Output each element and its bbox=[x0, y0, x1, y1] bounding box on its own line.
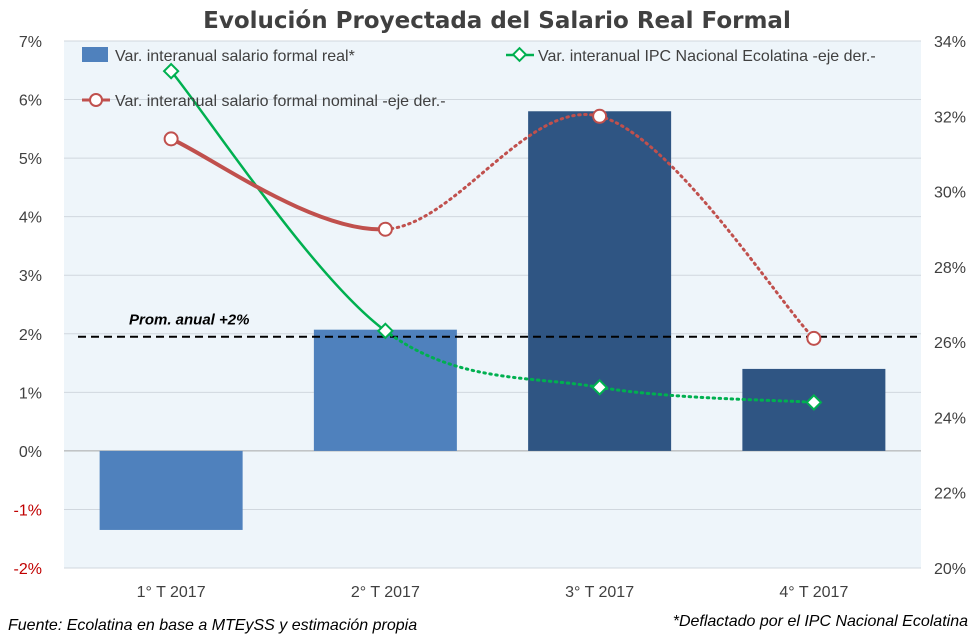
legend: Var. interanual salario formal real* Var.… bbox=[82, 46, 876, 110]
nominal-salary-line-segment bbox=[598, 114, 816, 340]
axis-labels: -2% -1% 0% 1% 2% 3% 4% 5% 6% 7% 20% 22% 24% 26% 28% 30%… bbox=[14, 34, 966, 601]
ipc-marker bbox=[591, 378, 609, 396]
y-left-tick-label: -2% bbox=[14, 561, 42, 578]
bar bbox=[528, 111, 672, 451]
ipc-line-segment bbox=[598, 385, 816, 404]
chart-title: Evolución Proyectada del Salario Real Fo… bbox=[203, 8, 791, 34]
bar bbox=[313, 329, 457, 451]
y-left-tick-label: 4% bbox=[19, 210, 42, 227]
legend-label-ipc: Var. interanual IPC Nacional Ecolatina -… bbox=[538, 48, 876, 65]
ipc-line-segment bbox=[170, 70, 387, 332]
line-series bbox=[162, 62, 823, 411]
y-left-tick-label: 7% bbox=[19, 34, 42, 51]
average-label: Prom. anual +2% bbox=[129, 312, 249, 329]
nominal-salary-line-segment bbox=[170, 137, 386, 232]
y-right-tick-label: 32% bbox=[934, 109, 966, 126]
nominal-salary-marker bbox=[163, 131, 179, 147]
x-tick-label: 2° T 2017 bbox=[351, 584, 420, 601]
y-left-tick-label: 2% bbox=[19, 327, 42, 344]
gridlines bbox=[64, 40, 921, 569]
legend-marker-nominal bbox=[89, 93, 103, 107]
y-right-tick-label: 30% bbox=[934, 185, 966, 202]
reference-line-group: Prom. anual +2% bbox=[78, 312, 917, 338]
y-left-tick-label: 0% bbox=[19, 444, 42, 461]
y-right-tick-label: 28% bbox=[934, 260, 966, 277]
y-right-tick-label: 22% bbox=[934, 486, 966, 503]
legend-label-nominal: Var. interanual salario formal nominal -… bbox=[115, 93, 446, 110]
ipc-marker bbox=[376, 322, 394, 340]
legend-label-real-salary: Var. interanual salario formal real* bbox=[115, 48, 355, 65]
nominal-salary-marker bbox=[592, 108, 608, 124]
y-left-tick-label: 3% bbox=[19, 268, 42, 285]
ipc-marker bbox=[805, 393, 823, 411]
y-right-tick-label: 34% bbox=[934, 34, 966, 51]
y-left-tick-label: 1% bbox=[19, 385, 42, 402]
legend-marker-ipc bbox=[511, 46, 528, 63]
nominal-salary-line-segment bbox=[383, 113, 602, 231]
y-left-tick-label: 5% bbox=[19, 151, 42, 168]
y-left-tick-label: 6% bbox=[19, 93, 42, 110]
deflator-note: *Deflactado por el IPC Nacional Ecolatin… bbox=[673, 613, 968, 630]
x-tick-label: 3° T 2017 bbox=[565, 584, 634, 601]
nominal-salary-marker bbox=[377, 221, 393, 237]
y-right-tick-label: 26% bbox=[934, 335, 966, 352]
nominal-salary-marker bbox=[806, 330, 822, 346]
ipc-marker bbox=[162, 62, 180, 80]
x-tick-label: 1° T 2017 bbox=[137, 584, 206, 601]
source-note: Fuente: Ecolatina en base a MTEySS y est… bbox=[8, 617, 417, 634]
legend-swatch-real-salary bbox=[82, 47, 108, 62]
y-right-tick-label: 24% bbox=[934, 410, 966, 427]
bar bbox=[99, 450, 243, 530]
x-tick-label: 4° T 2017 bbox=[779, 584, 848, 601]
ipc-line-segment bbox=[383, 329, 602, 389]
y-left-tick-label: -1% bbox=[14, 502, 42, 519]
y-right-tick-label: 20% bbox=[934, 561, 966, 578]
